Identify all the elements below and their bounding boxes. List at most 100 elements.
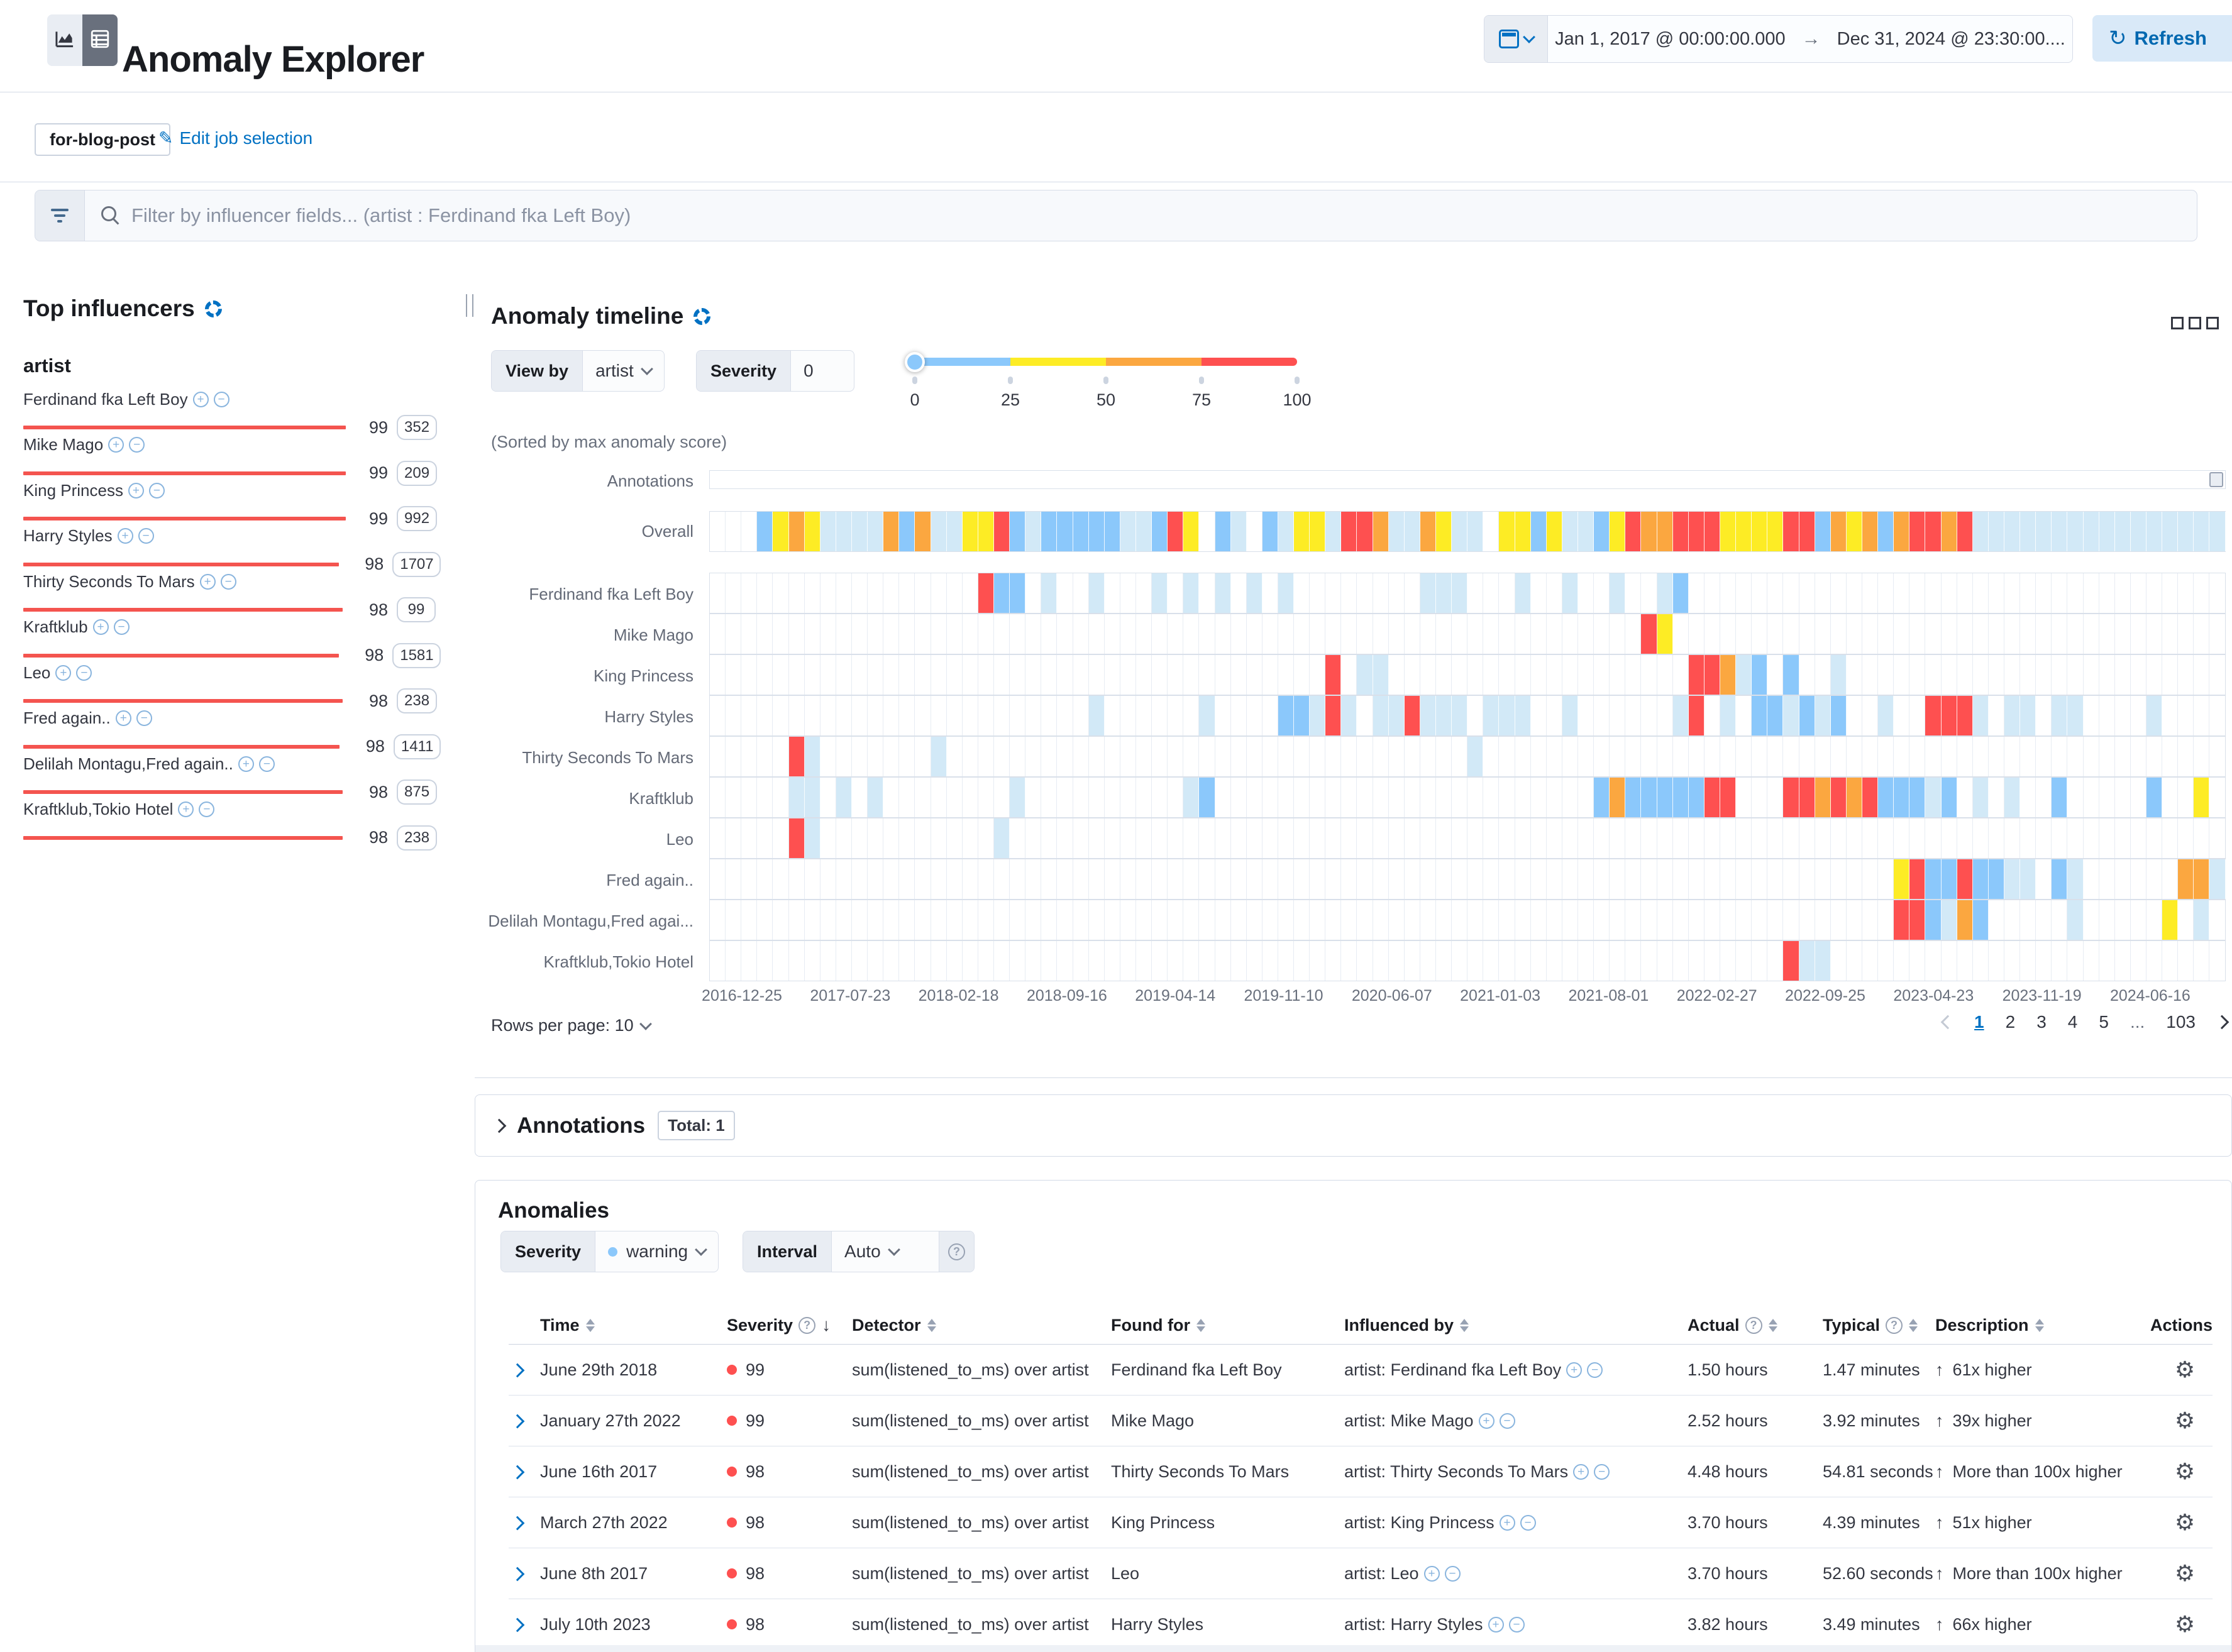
swimlane-cell[interactable] [1941, 778, 1957, 817]
swimlane-cell[interactable] [1310, 737, 1326, 776]
swimlane-cell[interactable] [741, 614, 758, 654]
swimlane-cell[interactable] [2194, 512, 2210, 551]
swimlane-cell[interactable] [1499, 512, 1515, 551]
swimlane-cell[interactable] [1041, 737, 1058, 776]
swimlane-cell[interactable] [788, 737, 805, 776]
swimlane-cell[interactable] [1357, 696, 1373, 735]
swimlane-cell[interactable] [2020, 573, 2036, 613]
swimlane-cell[interactable] [868, 573, 884, 613]
swimlane-cell[interactable] [2178, 900, 2194, 940]
swimlane-cell[interactable] [1120, 737, 1136, 776]
filter-toggle-button[interactable] [35, 190, 85, 241]
swimlane-cell[interactable] [1657, 573, 1673, 613]
swimlane-cell[interactable] [852, 696, 868, 735]
swimlane-cell[interactable] [1231, 573, 1247, 613]
swimlane-cell[interactable] [1957, 512, 1973, 551]
swimlane-cell[interactable] [1925, 900, 1942, 940]
swimlane-cell[interactable] [1925, 778, 1942, 817]
swimlane-cell[interactable] [1231, 941, 1247, 981]
swimlane-cell[interactable] [2052, 655, 2068, 695]
swimlane-cell[interactable] [1152, 941, 1168, 981]
swimlane-cell[interactable] [1862, 655, 1879, 695]
swimlane-cell[interactable] [820, 818, 836, 858]
swimlane-cell[interactable] [2115, 778, 2131, 817]
swimlane-cell[interactable] [2162, 778, 2179, 817]
swimlane-cell[interactable] [1168, 818, 1184, 858]
swimlane-cell[interactable] [1105, 573, 1120, 613]
swimlane-cell[interactable] [1420, 573, 1437, 613]
swimlane-cell[interactable] [851, 512, 868, 551]
swimlane-cell[interactable] [1531, 573, 1547, 613]
swimlane-cell[interactable] [1925, 573, 1942, 613]
swimlane-cell[interactable] [1673, 655, 1689, 695]
swimlane-cell[interactable] [2084, 614, 2099, 654]
swimlane-cell[interactable] [2036, 859, 2052, 899]
filter-minus-icon[interactable]: − [1444, 1565, 1461, 1582]
swimlane-cell[interactable] [1862, 737, 1879, 776]
swimlane-cell[interactable] [1942, 941, 1957, 981]
swimlane-cell[interactable] [1341, 573, 1357, 613]
swimlane-cell[interactable] [1704, 737, 1720, 776]
swimlane-cell[interactable] [1262, 941, 1278, 981]
swimlane-cell[interactable] [804, 512, 820, 551]
swimlane-cell[interactable] [1341, 818, 1357, 858]
swimlane-cell[interactable] [741, 818, 758, 858]
swimlane-cell[interactable] [1089, 941, 1105, 981]
swimlane-cell[interactable] [1894, 614, 1910, 654]
swimlane-cell[interactable] [726, 900, 742, 940]
swimlane-cell[interactable] [1562, 512, 1579, 551]
swimlane-cell[interactable] [1799, 573, 1815, 613]
swimlane-cell[interactable] [1499, 614, 1515, 654]
swimlane-cell[interactable] [1499, 941, 1515, 981]
swimlane-cell[interactable] [2131, 859, 2146, 899]
swimlane-cell[interactable] [1025, 696, 1042, 735]
filter-minus-icon[interactable]: − [148, 482, 165, 498]
swimlane-cell[interactable] [1073, 655, 1089, 695]
swimlane-cell[interactable] [2036, 778, 2052, 817]
swimlane-cell[interactable] [2162, 818, 2179, 858]
swimlane-cell[interactable] [1767, 696, 1784, 735]
interval-select[interactable]: Auto [832, 1231, 939, 1272]
swimlane-cell[interactable] [1010, 655, 1026, 695]
swimlane-cell[interactable] [836, 818, 852, 858]
swimlane-cell[interactable] [1183, 655, 1200, 695]
swimlane-cell[interactable] [1199, 900, 1215, 940]
swimlane-cell[interactable] [1925, 737, 1942, 776]
swimlane-cell[interactable] [1357, 614, 1373, 654]
swimlane-cell[interactable] [852, 614, 868, 654]
swimlane-cell[interactable] [1357, 900, 1373, 940]
pagination-prev-icon[interactable] [1940, 1015, 1955, 1030]
swimlane-cell[interactable] [773, 573, 789, 613]
swimlane-cell[interactable] [1720, 778, 1737, 817]
swimlane-cell[interactable] [1168, 859, 1184, 899]
swimlane-cell[interactable] [726, 655, 742, 695]
time-range-values[interactable]: Jan 1, 2017 @ 00:00:00.000 → Dec 31, 202… [1548, 16, 2072, 62]
swimlane-cell[interactable] [1894, 573, 1910, 613]
swimlane-cell[interactable] [1341, 614, 1357, 654]
swimlane-cell[interactable] [1688, 655, 1704, 695]
swimlane-cell[interactable] [820, 778, 836, 817]
swimlane-cell[interactable] [1942, 573, 1957, 613]
help-icon[interactable]: ? [1886, 1316, 1903, 1334]
swimlane-cell[interactable] [710, 614, 726, 654]
swimlane-cell[interactable] [1325, 778, 1342, 817]
swimlane-cell[interactable] [899, 737, 915, 776]
filter-minus-icon[interactable]: − [1587, 1362, 1603, 1378]
swimlane-cell[interactable] [1136, 941, 1152, 981]
swimlane-cell[interactable] [1373, 614, 1389, 654]
swimlane-cell[interactable] [1736, 655, 1752, 695]
swimlane-cell[interactable] [1783, 512, 1799, 551]
swimlane-cell[interactable] [2052, 614, 2068, 654]
swimlane-cell[interactable] [1010, 941, 1026, 981]
expand-row-icon[interactable] [510, 1414, 525, 1428]
swimlane-cell[interactable] [1989, 818, 2004, 858]
column-header[interactable]: Description [1935, 1316, 2157, 1335]
swimlane-cell[interactable] [1073, 737, 1089, 776]
filter-minus-icon[interactable]: − [1594, 1463, 1610, 1480]
swimlane-cell[interactable] [1562, 900, 1579, 940]
swimlane-cell[interactable] [2209, 512, 2226, 551]
swimlane-cell[interactable] [2178, 512, 2194, 551]
swimlane-cell[interactable] [2209, 573, 2224, 613]
swimlane-cell[interactable] [1752, 655, 1768, 695]
swimlane-cell[interactable] [1247, 900, 1262, 940]
